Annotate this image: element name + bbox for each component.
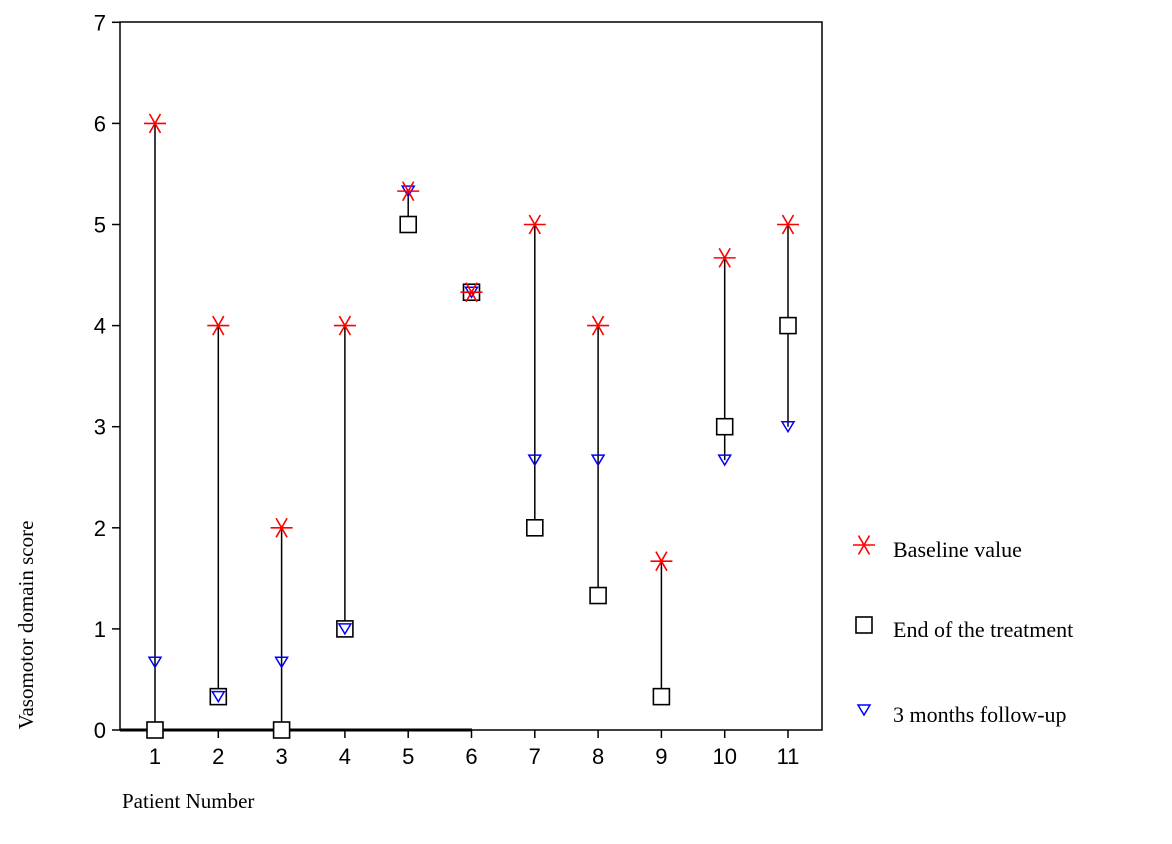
data-point [399,215,418,234]
data-point [527,454,543,467]
data-point [144,113,166,134]
legend: Baseline value End of the treatment 3 mont… [853,535,1073,727]
legend-marker [855,616,873,634]
x-tick-label: 7 [529,744,541,769]
data-point [589,586,607,605]
x-axis-ticks: 1 2 3 4 5 6 7 8 9 10 11 [149,730,800,769]
data-point [713,247,736,268]
x-tick-label: 5 [402,744,414,769]
x-tick-label: 3 [275,744,287,769]
x-tick-label: 6 [465,744,477,769]
data-point [337,623,353,636]
legend-marker [856,704,872,717]
data-point [146,721,164,739]
range-lines [154,123,789,730]
y-axis-ticks: 0 1 2 3 4 5 6 7 [94,10,120,743]
data-point [270,517,293,538]
data-markers [144,113,799,739]
legend-label: Baseline value [893,537,1022,562]
x-tick-label: 8 [592,744,604,769]
x-tick-label: 9 [655,744,667,769]
data-point [717,454,733,467]
y-tick-label: 4 [94,314,106,339]
data-point [777,214,799,235]
data-point [525,518,544,537]
data-point [715,417,734,436]
legend-marker [853,535,875,555]
data-point [333,315,356,336]
y-tick-label: 2 [94,516,106,541]
plot-frame [119,21,823,731]
data-point [207,315,230,336]
data-point [147,656,163,669]
data-point [210,690,226,704]
y-tick-label: 5 [94,213,106,238]
legend-label: 3 months follow-up [893,702,1067,727]
data-point [209,687,228,706]
data-point [590,454,606,467]
data-point [397,181,420,202]
data-point [274,656,289,669]
x-tick-label: 10 [712,744,736,769]
x-axis-title: Patient Number [122,789,254,813]
y-tick-label: 7 [94,10,106,35]
legend-label: End of the treatment [893,617,1073,642]
x-tick-label: 1 [149,744,161,769]
data-point [272,721,291,739]
x-tick-label: 2 [212,744,224,769]
x-tick-label: 4 [339,744,351,769]
y-tick-label: 1 [94,617,106,642]
data-point [650,551,673,572]
data-point [780,420,796,434]
data-point [460,282,483,303]
data-point [336,620,354,638]
data-point [587,315,610,336]
data-point [779,316,797,335]
x-tick-label: 11 [777,744,800,769]
data-point [652,687,671,706]
data-point [523,214,546,235]
y-axis-title: Vasomotor domain score [14,521,38,730]
y-tick-label: 0 [94,718,106,743]
y-tick-label: 6 [94,111,106,136]
y-tick-label: 3 [94,415,106,440]
